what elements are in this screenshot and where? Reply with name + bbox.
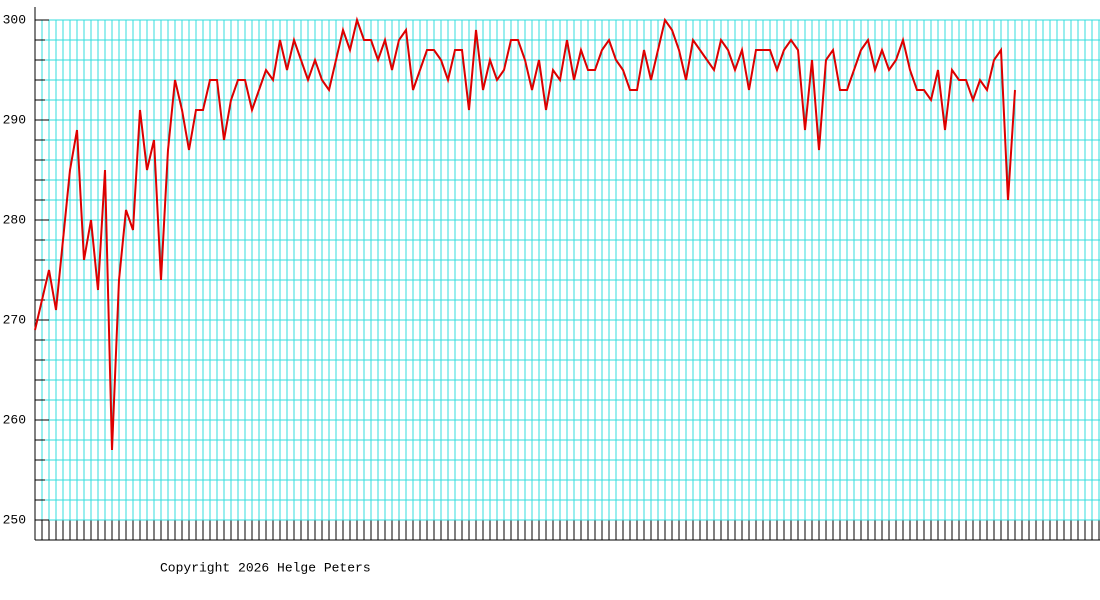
y-tick-label: 270 bbox=[3, 312, 26, 327]
y-tick-label: 260 bbox=[3, 412, 26, 427]
y-tick-label: 250 bbox=[3, 512, 26, 527]
footer: Copyright 2026 Helge Peters bbox=[160, 560, 371, 575]
y-tick-label: 290 bbox=[3, 112, 26, 127]
y-tick-label: 300 bbox=[3, 12, 26, 27]
y-tick-label: 280 bbox=[3, 212, 26, 227]
data-line bbox=[34, 16, 1016, 451]
